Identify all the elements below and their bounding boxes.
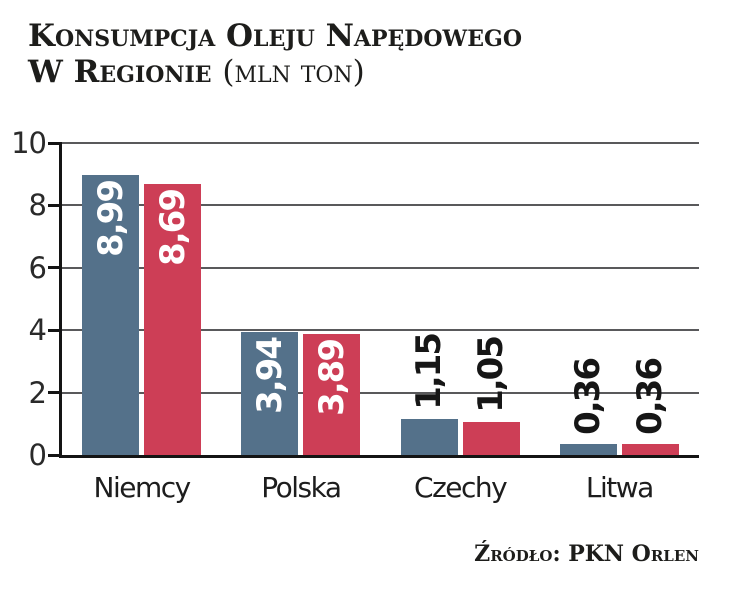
y-tick-10	[48, 141, 62, 145]
bar-value-label: 0,36	[630, 359, 671, 435]
bar-value-label: 8,69	[152, 190, 193, 266]
gridline-8	[62, 204, 699, 207]
y-tick-label-2: 2	[28, 375, 47, 410]
bar-value-label: 1,15	[409, 334, 450, 410]
y-tick-8	[48, 203, 62, 207]
y-tick-label-0: 0	[28, 438, 47, 472]
gridline-2	[62, 391, 699, 394]
chart-title-unit: (mln ton)	[222, 54, 365, 90]
chart-title-line2: W Regionie (mln ton)	[28, 54, 365, 90]
y-axis-line	[59, 143, 62, 458]
bar-seria-2-niemcy: 8,69	[144, 184, 202, 455]
bar-seria-1-polska: 3,94	[241, 332, 299, 455]
y-tick-2	[48, 391, 62, 395]
y-tick-0	[48, 453, 62, 457]
bar-seria-2-czechy: 1,05	[462, 337, 520, 455]
bar-seria-2-litwa: 0,36	[621, 359, 679, 455]
bar-value-label: 0,36	[568, 359, 609, 435]
bar-seria-1-litwa: 0,36	[559, 359, 617, 455]
category-label-polska: Polska	[261, 471, 342, 504]
bar-seria-1-czechy: 1,15	[400, 334, 458, 455]
x-axis-line	[59, 455, 699, 458]
bar-seria-2-polska: 3,89	[303, 334, 361, 455]
bar-seria-1-niemcy: 8,99	[82, 175, 140, 455]
gridline-6	[62, 266, 699, 269]
category-label-niemcy: Niemcy	[93, 471, 192, 504]
chart-title-line1: Konsumpcja Oleju Napędowego	[28, 18, 522, 54]
source-note: Źródło: PKN Orlen	[474, 541, 699, 567]
chart-title: Konsumpcja Oleju Napędowego W Regionie (…	[28, 18, 522, 90]
y-tick-label-4: 4	[28, 313, 47, 348]
category-label-czechy: Czechy	[414, 471, 508, 504]
y-tick-label-6: 6	[28, 250, 47, 285]
plot-area: 0 2 4 6 8 10 8,99 8,69 Niemcy 3,94 3,89 Polska 1,15 1…	[11, 128, 699, 504]
bar-value-label: 8,99	[90, 181, 131, 257]
gridline-4	[62, 329, 699, 332]
y-tick-4	[48, 328, 62, 332]
bar-value-label: 3,94	[249, 338, 290, 414]
y-tick-label-8: 8	[28, 188, 47, 223]
bar-value-label: 3,89	[311, 340, 352, 416]
y-tick-label-10: 10	[11, 126, 47, 160]
gridline-10	[62, 142, 699, 144]
bar-value-label: 1,05	[471, 337, 512, 413]
category-label-litwa: Litwa	[585, 471, 654, 504]
y-tick-6	[48, 266, 62, 270]
